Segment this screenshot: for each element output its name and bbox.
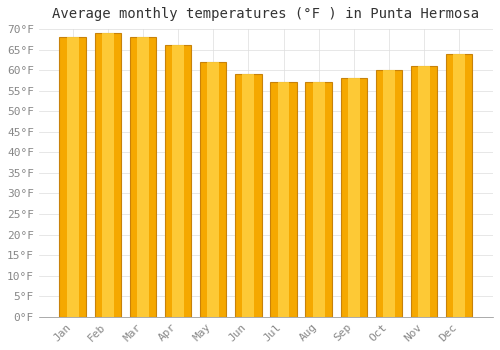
Bar bbox=[235, 74, 262, 317]
Bar bbox=[454, 54, 465, 317]
Bar bbox=[208, 62, 219, 317]
Bar bbox=[306, 83, 332, 317]
Bar bbox=[340, 78, 367, 317]
Bar bbox=[376, 70, 402, 317]
Bar bbox=[102, 33, 114, 317]
Bar bbox=[446, 54, 472, 317]
Bar bbox=[278, 83, 289, 317]
Title: Average monthly temperatures (°F ) in Punta Hermosa: Average monthly temperatures (°F ) in Pu… bbox=[52, 7, 480, 21]
Bar bbox=[66, 37, 78, 317]
Bar bbox=[270, 83, 296, 317]
Bar bbox=[242, 74, 254, 317]
Bar bbox=[418, 66, 430, 317]
Bar bbox=[172, 46, 184, 317]
Bar bbox=[130, 37, 156, 317]
Bar bbox=[60, 37, 86, 317]
Bar bbox=[165, 46, 191, 317]
Bar bbox=[312, 83, 324, 317]
Bar bbox=[94, 33, 121, 317]
Bar bbox=[383, 70, 395, 317]
Bar bbox=[200, 62, 226, 317]
Bar bbox=[411, 66, 438, 317]
Bar bbox=[348, 78, 360, 317]
Bar bbox=[137, 37, 149, 317]
